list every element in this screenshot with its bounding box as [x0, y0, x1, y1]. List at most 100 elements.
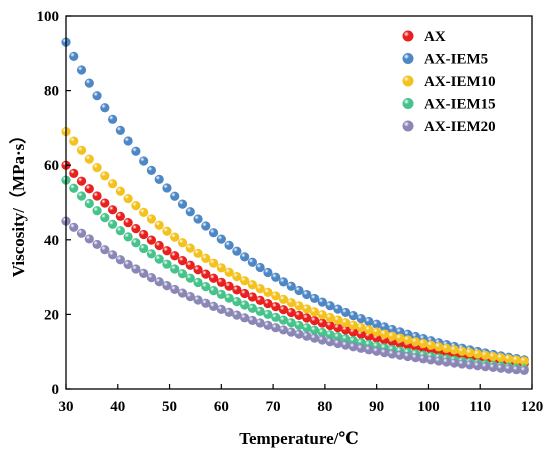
point-ax-iem15 [278, 315, 289, 325]
point-ax-iem20 [84, 234, 94, 244]
point-ax-iem15 [325, 330, 335, 340]
point-ax-iem10 [154, 220, 164, 230]
x-tick-label: 110 [469, 399, 491, 415]
point-ax-iem20 [247, 315, 257, 326]
legend-label-ax-iem5: AX-IEM5 [424, 52, 488, 68]
point-ax [325, 320, 335, 331]
point-ax-iem20 [263, 320, 273, 330]
point-ax-iem20 [224, 307, 234, 317]
point-ax-iem10 [263, 287, 273, 297]
point-ax-iem10 [76, 145, 87, 155]
point-ax [170, 251, 180, 261]
point-ax-iem5 [263, 267, 273, 278]
point-ax-iem15 [154, 254, 164, 264]
point-ax [333, 323, 343, 333]
point-ax [139, 229, 149, 240]
point-ax-iem10 [379, 329, 390, 339]
point-ax [92, 191, 102, 201]
point-ax-iem15 [208, 285, 219, 296]
y-tick-label: 80 [44, 84, 59, 100]
plot-frame [65, 15, 533, 390]
point-ax-iem20 [309, 333, 320, 343]
point-ax-iem10 [240, 276, 250, 286]
x-tick-label: 80 [317, 399, 332, 415]
point-ax [162, 246, 172, 256]
point-ax [185, 260, 195, 270]
point-ax-iem10 [92, 163, 102, 173]
point-ax-iem20 [511, 365, 522, 375]
point-ax-iem15 [69, 183, 79, 193]
point-ax-iem10 [286, 298, 296, 308]
x-tick-label: 90 [369, 399, 384, 415]
point-ax-iem5 [100, 103, 110, 113]
point-ax-iem10 [341, 318, 351, 328]
point-ax-iem15 [240, 300, 250, 310]
point-ax-iem10 [84, 154, 94, 164]
point-ax-iem5 [333, 304, 343, 314]
point-ax [69, 168, 79, 178]
point-ax-iem20 [100, 245, 110, 255]
point-ax-iem5 [379, 322, 390, 332]
point-ax-iem5 [240, 252, 250, 262]
point-ax-iem20 [341, 340, 351, 350]
point-ax-iem5 [372, 319, 382, 329]
point-ax-iem15 [100, 213, 110, 223]
point-ax-iem10 [441, 343, 452, 353]
point-ax-iem10 [208, 258, 219, 268]
point-ax-iem10 [255, 284, 265, 294]
x-tick-label: 100 [417, 399, 440, 415]
point-ax-iem20 [123, 259, 133, 270]
point-ax-iem20 [395, 350, 405, 360]
point-ax [348, 327, 358, 337]
point-ax-iem10 [224, 267, 234, 277]
point-ax-iem10 [410, 337, 421, 347]
point-ax-iem5 [309, 293, 320, 304]
point-ax [255, 295, 265, 305]
legend-label-ax-iem20: AX-IEM20 [424, 119, 496, 135]
point-ax-iem15 [76, 191, 87, 201]
point-ax [154, 240, 164, 251]
point-ax-iem15 [286, 318, 296, 328]
point-ax-iem15 [108, 219, 118, 229]
point-ax [309, 315, 320, 326]
point-ax-iem5 [271, 272, 281, 282]
point-ax [240, 288, 250, 299]
y-tick-label: 20 [44, 307, 59, 323]
point-ax-iem15 [170, 264, 180, 274]
legend-marker-ax-iem5 [402, 53, 414, 64]
point-ax-iem15 [255, 306, 265, 317]
point-ax-iem10 [519, 356, 529, 366]
point-ax-iem5 [201, 221, 211, 231]
point-ax-iem5 [232, 246, 242, 256]
point-ax-iem10 [139, 207, 149, 218]
point-ax-iem5 [341, 307, 351, 318]
point-ax-iem20 [208, 301, 219, 311]
point-ax-iem20 [473, 361, 483, 371]
point-ax-iem10 [356, 322, 366, 333]
point-ax-iem5 [193, 214, 203, 224]
point-ax-iem20 [131, 264, 141, 274]
point-ax-iem10 [247, 280, 257, 290]
point-ax-iem10 [457, 346, 467, 356]
data-points [61, 37, 529, 376]
legend-marker-ax [402, 30, 414, 42]
x-tick-label: 30 [59, 399, 74, 415]
point-ax [201, 269, 211, 279]
point-ax [247, 292, 257, 302]
point-ax-iem15 [84, 198, 94, 209]
point-ax-iem10 [201, 253, 211, 263]
point-ax-iem5 [364, 316, 374, 327]
point-ax-iem10 [309, 307, 320, 317]
point-ax-iem15 [201, 282, 211, 292]
point-ax-iem20 [488, 362, 498, 373]
point-ax-iem10 [317, 310, 327, 320]
point-ax-iem20 [480, 362, 490, 372]
point-ax-iem10 [302, 304, 312, 314]
point-ax [123, 217, 133, 228]
point-ax [317, 318, 327, 328]
point-ax-iem10 [162, 226, 172, 236]
point-ax-iem15 [131, 238, 141, 248]
legend-marker-ax-iem20 [402, 120, 414, 132]
point-ax-iem5 [162, 183, 172, 193]
point-ax-iem10 [185, 243, 195, 253]
